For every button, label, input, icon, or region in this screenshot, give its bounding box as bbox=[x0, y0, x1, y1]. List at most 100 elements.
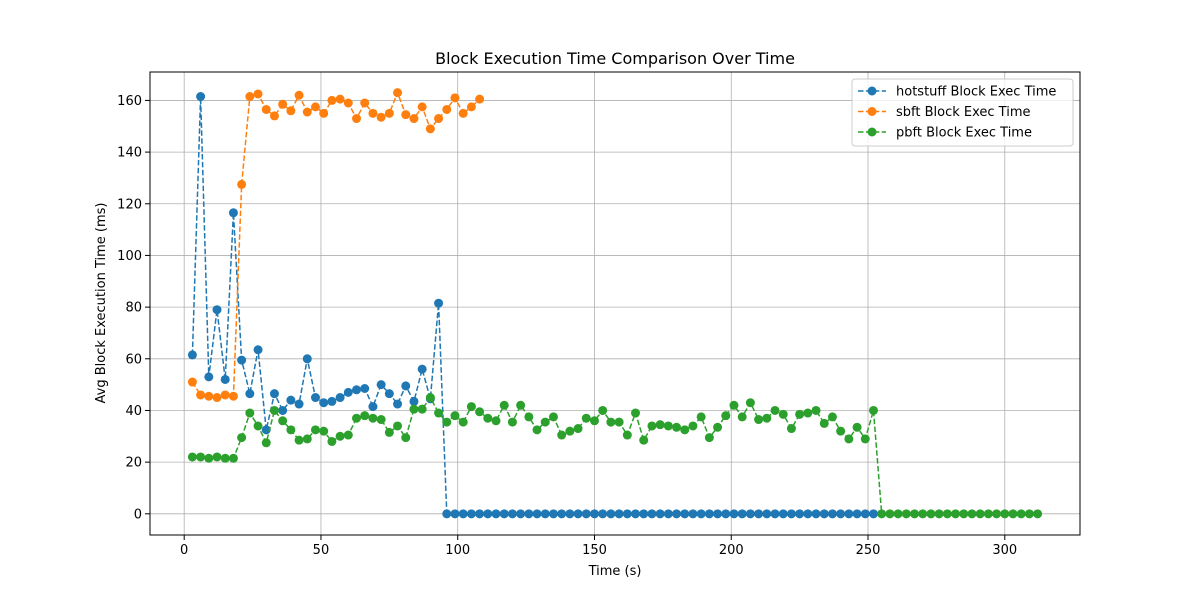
data-point bbox=[187, 350, 197, 360]
data-point bbox=[614, 509, 624, 519]
y-axis-label: Avg Block Execution Time (ms) bbox=[94, 203, 109, 404]
x-tick-label: 250 bbox=[856, 543, 881, 558]
legend-item: pbft Block Exec Time bbox=[858, 126, 1032, 141]
data-point bbox=[245, 389, 255, 399]
data-point bbox=[204, 372, 214, 382]
data-point bbox=[401, 433, 411, 443]
x-tick-label: 200 bbox=[719, 543, 744, 558]
data-point bbox=[893, 509, 903, 519]
data-point bbox=[458, 417, 468, 427]
data-point bbox=[672, 509, 682, 519]
data-point bbox=[844, 509, 854, 519]
y-tick-label: 40 bbox=[125, 404, 142, 419]
data-point bbox=[540, 417, 550, 427]
data-point bbox=[269, 111, 279, 121]
data-point bbox=[187, 452, 197, 462]
data-point bbox=[1008, 509, 1018, 519]
data-point bbox=[475, 94, 485, 104]
data-point bbox=[647, 509, 657, 519]
data-point bbox=[286, 395, 296, 405]
data-point bbox=[713, 509, 723, 519]
data-point bbox=[294, 435, 304, 445]
data-point bbox=[302, 107, 312, 117]
data-point bbox=[803, 509, 813, 519]
data-point bbox=[327, 436, 337, 446]
data-point bbox=[491, 509, 501, 519]
grid bbox=[150, 72, 1080, 535]
data-point bbox=[598, 509, 608, 519]
data-point bbox=[352, 413, 362, 423]
data-point bbox=[672, 422, 682, 432]
data-point bbox=[319, 398, 329, 408]
y-tick-label: 120 bbox=[117, 197, 142, 212]
data-point bbox=[951, 509, 961, 519]
data-point bbox=[1016, 509, 1026, 519]
data-point bbox=[852, 422, 862, 432]
data-point bbox=[499, 400, 509, 410]
data-point bbox=[680, 425, 690, 435]
data-point bbox=[557, 430, 567, 440]
data-point bbox=[688, 509, 698, 519]
data-point bbox=[475, 509, 485, 519]
data-point bbox=[286, 106, 296, 116]
data-point bbox=[548, 509, 558, 519]
data-point bbox=[425, 393, 435, 403]
data-point bbox=[343, 430, 353, 440]
data-point bbox=[376, 380, 386, 390]
legend-label: pbft Block Exec Time bbox=[896, 126, 1032, 141]
data-point bbox=[278, 99, 288, 109]
data-point bbox=[622, 430, 632, 440]
data-point bbox=[729, 400, 739, 410]
data-point bbox=[376, 112, 386, 122]
data-point bbox=[745, 398, 755, 408]
data-point bbox=[573, 509, 583, 519]
data-point bbox=[811, 509, 821, 519]
data-point bbox=[335, 94, 345, 104]
data-point bbox=[228, 453, 238, 463]
data-point bbox=[786, 509, 796, 519]
data-point bbox=[417, 364, 427, 374]
data-point bbox=[713, 422, 723, 432]
data-point bbox=[204, 391, 214, 401]
data-point bbox=[631, 509, 641, 519]
data-point bbox=[368, 108, 378, 118]
data-point bbox=[524, 509, 534, 519]
y-tick-label: 140 bbox=[117, 146, 142, 161]
data-point bbox=[302, 434, 312, 444]
data-point bbox=[237, 355, 247, 365]
data-point bbox=[1024, 509, 1034, 519]
data-point bbox=[466, 102, 476, 112]
data-point bbox=[565, 509, 575, 519]
y-tick-label: 0 bbox=[134, 507, 142, 522]
data-point bbox=[795, 509, 805, 519]
data-point bbox=[499, 509, 509, 519]
data-point bbox=[368, 402, 378, 412]
data-point bbox=[417, 102, 427, 112]
data-point bbox=[762, 413, 772, 423]
series-layer bbox=[187, 88, 1043, 519]
data-point bbox=[992, 509, 1002, 519]
legend-marker bbox=[867, 107, 877, 116]
series-0 bbox=[187, 92, 878, 519]
y-tick-label: 60 bbox=[125, 352, 142, 367]
data-point bbox=[475, 407, 485, 417]
series-2 bbox=[187, 393, 1043, 519]
data-point bbox=[598, 405, 608, 415]
data-point bbox=[261, 104, 271, 114]
data-point bbox=[220, 390, 230, 400]
data-point bbox=[343, 98, 353, 108]
data-point bbox=[704, 509, 714, 519]
y-tick-label: 80 bbox=[125, 301, 142, 316]
data-point bbox=[507, 417, 517, 427]
data-point bbox=[393, 88, 403, 98]
legend-marker bbox=[867, 127, 877, 137]
data-point bbox=[360, 98, 370, 108]
data-point bbox=[696, 412, 706, 422]
data-point bbox=[754, 415, 764, 425]
data-point bbox=[836, 509, 846, 519]
data-point bbox=[631, 408, 641, 418]
data-point bbox=[352, 385, 362, 395]
data-point bbox=[786, 424, 796, 434]
data-point bbox=[959, 509, 969, 519]
data-point bbox=[401, 110, 411, 120]
